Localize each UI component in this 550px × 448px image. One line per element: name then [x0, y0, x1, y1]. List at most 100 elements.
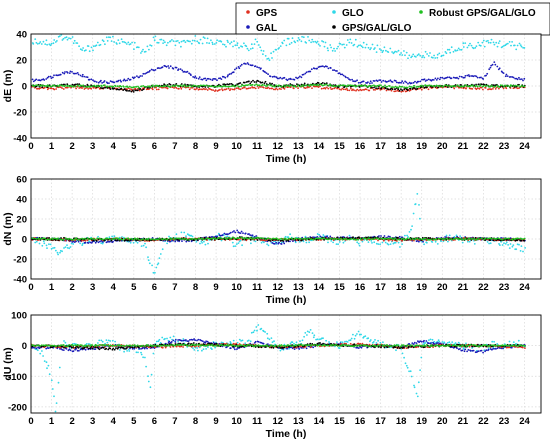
data-point — [487, 348, 490, 351]
data-point — [386, 85, 388, 88]
data-point — [196, 339, 198, 342]
data-point — [271, 57, 273, 59]
x-tick-label: 16 — [355, 416, 366, 427]
legend-label-glo: GLO — [342, 8, 364, 19]
data-point — [144, 72, 146, 75]
data-point — [254, 87, 257, 90]
data-point — [166, 242, 169, 245]
data-point — [346, 39, 349, 41]
data-point — [393, 241, 396, 244]
data-point — [262, 53, 264, 56]
data-point — [409, 238, 412, 241]
data-point — [210, 88, 213, 91]
data-point — [206, 37, 209, 40]
data-point — [82, 47, 84, 49]
data-point — [361, 46, 364, 49]
data-point — [401, 243, 403, 246]
data-point — [345, 87, 348, 90]
data-point — [370, 236, 372, 239]
x-tick-label: 6 — [152, 416, 157, 427]
data-point — [193, 349, 196, 351]
data-point — [488, 242, 490, 245]
data-point — [314, 40, 317, 43]
data-point — [52, 238, 54, 241]
data-point — [153, 39, 156, 42]
data-point — [466, 74, 469, 77]
data-point — [471, 347, 473, 349]
data-point — [323, 239, 325, 241]
data-point — [108, 85, 111, 88]
data-point — [58, 35, 61, 37]
data-point — [352, 236, 354, 239]
data-point — [361, 240, 364, 243]
data-point — [327, 87, 330, 90]
data-point — [404, 238, 406, 241]
data-point — [109, 240, 111, 243]
data-point — [293, 342, 295, 345]
data-point — [331, 238, 334, 240]
data-point — [121, 238, 124, 241]
data-point — [53, 74, 55, 77]
data-point — [132, 241, 135, 244]
x-tick-label: 15 — [334, 416, 345, 427]
x-tick-label: 0 — [28, 141, 33, 152]
data-point — [489, 66, 492, 69]
data-point — [406, 237, 409, 240]
data-point — [421, 56, 423, 59]
data-point — [510, 44, 512, 47]
data-point — [465, 87, 467, 90]
data-point — [81, 73, 84, 76]
data-point — [145, 365, 148, 368]
data-point — [229, 347, 232, 349]
data-point — [285, 44, 288, 47]
data-point — [198, 76, 201, 78]
data-point — [162, 238, 165, 241]
data-point — [450, 238, 453, 240]
data-point — [118, 42, 121, 45]
data-point — [419, 217, 421, 220]
data-point — [493, 340, 495, 343]
data-point — [57, 381, 60, 384]
data-point — [201, 84, 203, 87]
data-point — [230, 85, 233, 87]
data-point — [405, 86, 408, 89]
data-point — [106, 40, 109, 42]
data-point — [249, 236, 252, 239]
data-point — [405, 347, 408, 349]
data-point — [124, 237, 126, 240]
data-point — [103, 84, 106, 87]
data-point — [455, 237, 458, 240]
x-tick-label: 2 — [69, 141, 74, 152]
data-point — [519, 250, 522, 252]
data-point — [191, 339, 194, 341]
data-point — [79, 238, 82, 240]
data-point — [192, 76, 195, 78]
data-point — [255, 235, 258, 237]
data-point — [304, 332, 307, 334]
data-point — [256, 329, 258, 332]
data-point — [127, 41, 130, 44]
x-tick-label: 7 — [172, 416, 177, 427]
data-point — [150, 44, 153, 47]
y-tick-label: 0 — [22, 235, 27, 246]
data-point — [340, 237, 342, 240]
data-point — [62, 37, 65, 40]
data-point — [296, 237, 298, 240]
data-point — [180, 83, 183, 85]
data-point — [172, 40, 175, 42]
data-point — [378, 238, 380, 241]
data-point — [493, 237, 496, 240]
data-point — [414, 80, 416, 83]
data-point — [134, 76, 136, 79]
data-point — [122, 89, 125, 91]
data-point — [193, 237, 196, 240]
data-point — [126, 239, 129, 242]
data-point — [43, 360, 46, 362]
data-point — [257, 80, 260, 82]
data-point — [114, 85, 117, 87]
y-tick-label: 40 — [16, 30, 27, 41]
data-point — [391, 51, 393, 53]
data-point — [412, 81, 415, 84]
data-point — [524, 247, 526, 249]
data-point — [113, 87, 116, 90]
